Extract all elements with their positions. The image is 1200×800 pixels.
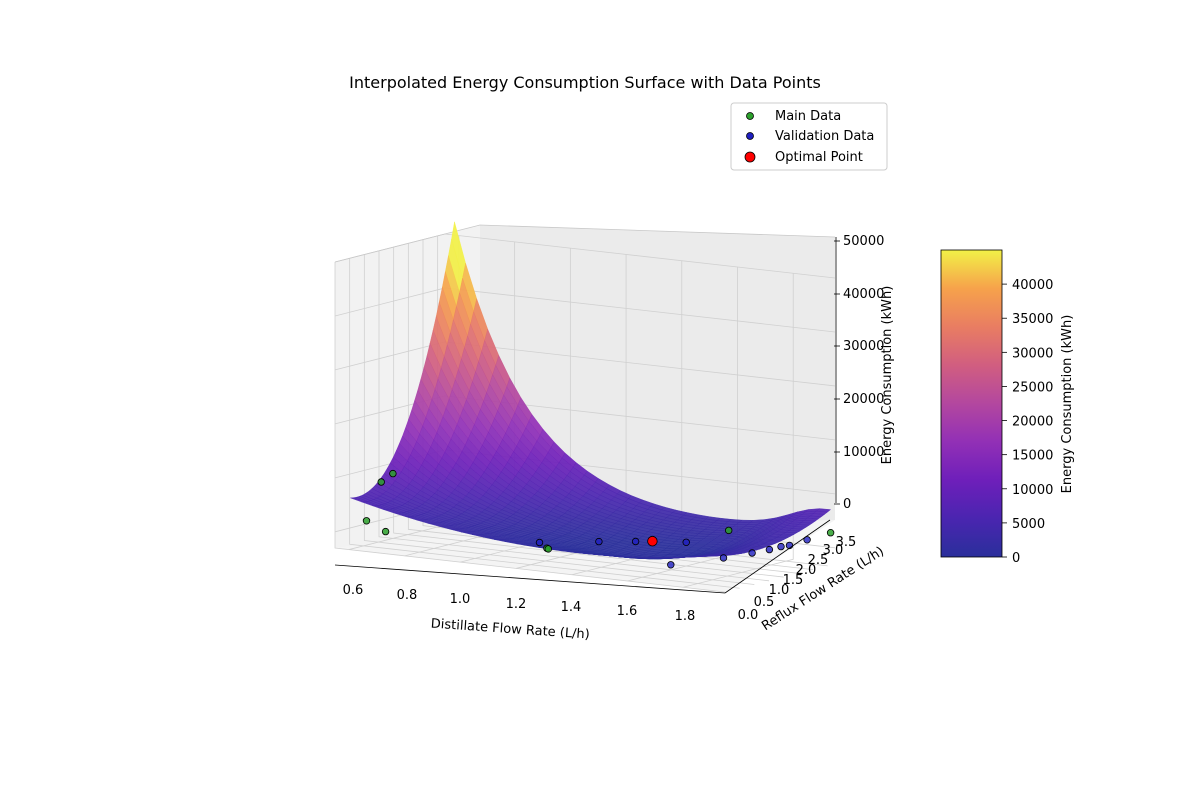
scatter-points: [362, 469, 835, 569]
colorbar: 0 5000 10000 15000 20000 25000 30000 35000 40000…: [940, 249, 1075, 566]
colorbar-tick-label: 20000: [1012, 415, 1053, 430]
y-axis-line: [724, 519, 831, 594]
gridline-x: [683, 273, 794, 588]
z-tick-label: 50000: [843, 234, 884, 249]
gridline-y: [349, 258, 740, 589]
main-data-point: [725, 526, 733, 535]
y-tick-label: 3.5: [836, 535, 857, 550]
z-tick-label: 10000: [843, 445, 884, 460]
legend-validation-marker: [746, 132, 754, 140]
x-tick-label: 1.2: [506, 597, 527, 612]
main-data-point: [389, 469, 397, 478]
main-data-point: [377, 478, 385, 486]
validation-data-point: [765, 545, 774, 554]
validation-data-point: [777, 542, 785, 551]
legend-main-marker: [746, 112, 754, 120]
colorbar-tick-label: 15000: [1012, 449, 1053, 464]
validation-data-point: [595, 537, 603, 546]
validation-data-point: [667, 561, 675, 569]
legend-main-label: Main Data: [775, 109, 841, 124]
legend-box: [730, 102, 888, 171]
x-axis-line: [334, 564, 726, 594]
x-tick-label: 1.8: [675, 609, 696, 624]
main-data-point: [826, 529, 835, 537]
x-tick-label: 1.6: [617, 604, 638, 619]
colorbar-tick-label: 25000: [1012, 380, 1053, 395]
main-data-point: [544, 545, 552, 553]
validation-data-point: [631, 537, 640, 546]
colorbar-gradient: [940, 249, 1003, 558]
y-tick-label: 2.0: [796, 563, 817, 578]
y-tick-label: 0.0: [738, 608, 759, 623]
pane-edge: [334, 224, 836, 263]
legend-optimal-marker: [744, 151, 756, 163]
colorbar-tick-label: 10000: [1012, 483, 1053, 498]
gridline-y: [334, 262, 726, 593]
optimal-point: [647, 536, 658, 547]
x-tick-label: 0.8: [397, 588, 418, 603]
x-tick-label: 1.4: [561, 600, 582, 615]
x-tick-label: 1.0: [450, 592, 471, 607]
validation-data-point: [682, 538, 690, 546]
x-tick-label: 0.6: [343, 583, 364, 598]
validation-data-point: [719, 554, 728, 562]
z-ticks: 0 10000 20000 30000 40000 50000: [834, 234, 884, 512]
main-data-point: [362, 517, 371, 525]
validation-data-point: [803, 536, 811, 544]
legend: Main Data Validation Data Optimal Point: [730, 102, 888, 171]
z-tick-label: 30000: [843, 339, 884, 354]
validation-data-point: [748, 549, 756, 557]
colorbar-tick-label: 5000: [1012, 517, 1045, 532]
y-tick-label: 1.5: [783, 573, 804, 588]
z-tick-label: 20000: [843, 392, 884, 407]
z-tick-label: 40000: [843, 287, 884, 302]
y-tick-label: 1.0: [769, 583, 790, 598]
colorbar-tick-label: 30000: [1012, 346, 1053, 361]
colorbar-tick-label: 35000: [1012, 312, 1053, 327]
y-tick-label: 0.5: [754, 595, 775, 610]
x-axis-label: Distillate Flow Rate (L/h): [430, 616, 590, 642]
z-axis: 0 10000 20000 30000 40000 50000 Energy Consum…: [834, 234, 895, 512]
y-ticks: 0.00.51.01.52.02.53.03.5: [738, 535, 857, 623]
gridline-y: [378, 250, 770, 582]
colorbar-tick-label: 40000: [1012, 278, 1053, 293]
main-data-point: [381, 527, 390, 536]
z-axis-label: Energy Consumption (kWh): [880, 286, 895, 465]
validation-data-point: [535, 538, 544, 547]
gridline-y: [363, 254, 755, 585]
energy-surface: [350, 221, 832, 560]
gridline-y: [393, 247, 784, 578]
legend-optimal-label: Optimal Point: [775, 150, 863, 165]
x-ticks: 0.6 0.8 1.0 1.2 1.4 1.6 1.8: [343, 583, 696, 624]
colorbar-tick-label: 0: [1012, 551, 1020, 566]
y-tick-label: 2.5: [808, 553, 829, 568]
colorbar-ticks: 0 5000 10000 15000 20000 25000 30000 35000 40000: [1002, 278, 1053, 566]
z-tick-label: 0: [843, 497, 851, 512]
colorbar-label: Energy Consumption (kWh): [1060, 315, 1075, 494]
legend-validation-label: Validation Data: [775, 129, 874, 144]
chart-title: Interpolated Energy Consumption Surface …: [349, 73, 821, 92]
y-tick-label: 3.0: [823, 543, 844, 558]
